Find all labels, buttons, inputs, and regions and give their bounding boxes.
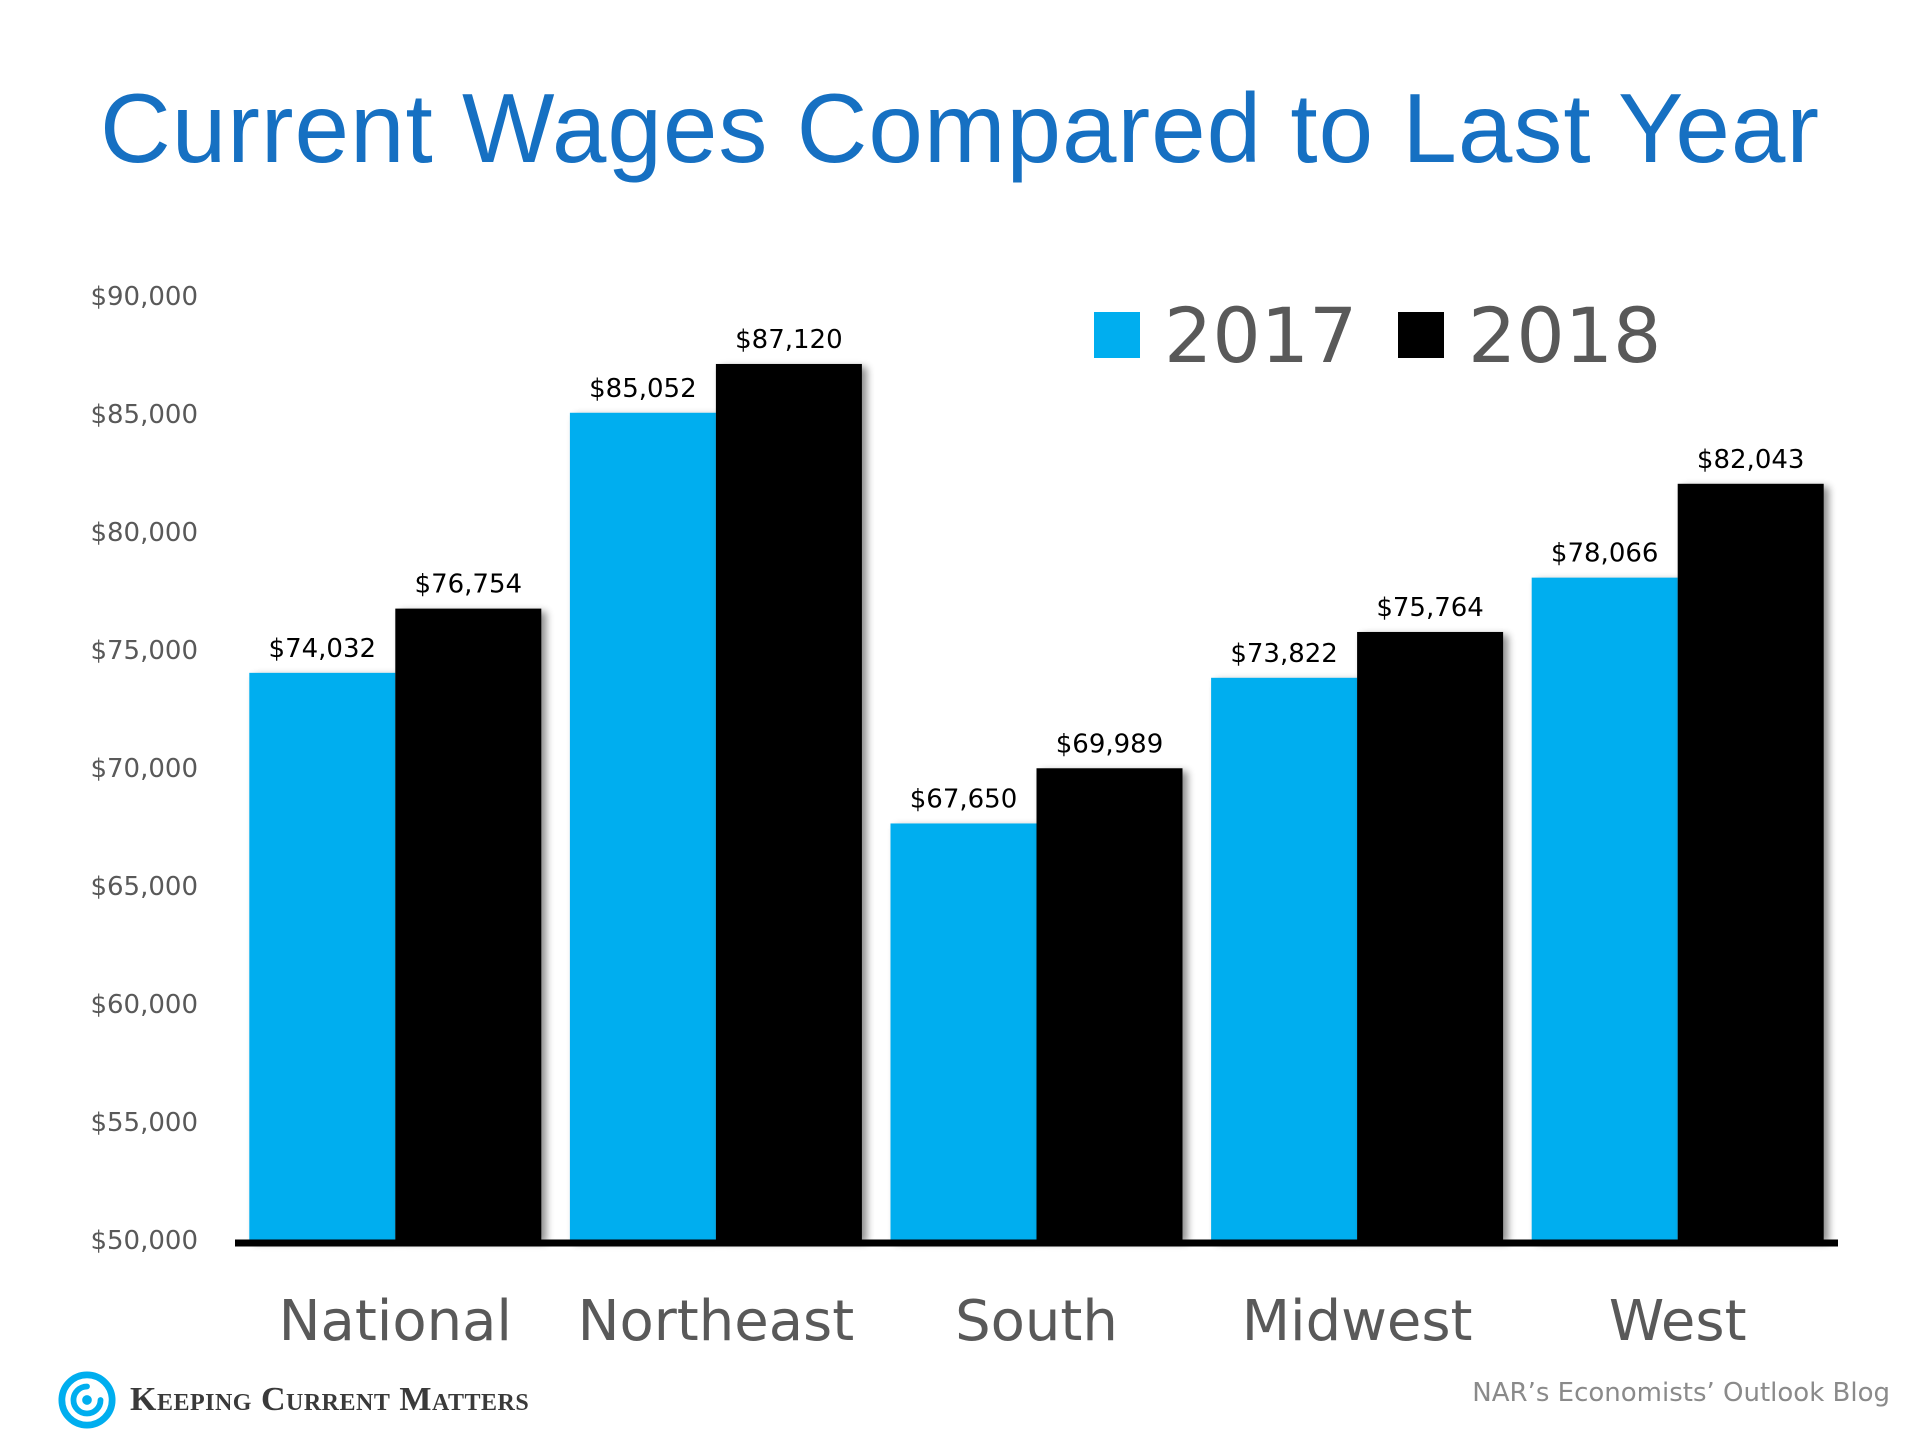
chart-title: Current Wages Compared to Last Year	[99, 73, 1821, 183]
bar-2018-west	[1677, 483, 1824, 1241]
y-tick-label: $85,000	[90, 400, 198, 430]
brand: Keeping Current Matters	[58, 1371, 530, 1429]
y-tick-label: $60,000	[90, 990, 198, 1020]
data-label: $87,120	[735, 325, 843, 355]
y-tick-label: $75,000	[90, 636, 198, 666]
bar-2017-northeast	[569, 412, 716, 1240]
data-label: $73,822	[1230, 639, 1338, 669]
data-label: $69,989	[1056, 729, 1164, 759]
x-tick-label: South	[955, 1289, 1118, 1354]
bar-2018-south	[1036, 768, 1183, 1240]
data-labels: $74,032 $76,754 $85,052 $87,120 $67,650 $69,9…	[269, 325, 1805, 814]
legend-label: 2017	[1164, 291, 1357, 380]
x-tick-label: Northeast	[578, 1289, 855, 1354]
source-note: NAR’s Economists’ Outlook Blog	[1472, 1378, 1890, 1408]
brand-name: Keeping Current Matters	[130, 1381, 530, 1418]
x-tick-label: Midwest	[1242, 1289, 1473, 1354]
data-label: $78,066	[1551, 539, 1659, 569]
legend-label: 2018	[1468, 291, 1661, 380]
bar-2017-south	[890, 823, 1037, 1240]
data-label: $82,043	[1697, 445, 1805, 475]
y-tick-label: $55,000	[90, 1108, 198, 1138]
x-tick-label: National	[279, 1289, 512, 1354]
data-label: $75,764	[1376, 593, 1484, 623]
legend: 2017 2018	[1094, 291, 1661, 380]
y-tick-label: $65,000	[90, 872, 198, 902]
y-tick-label: $80,000	[90, 518, 198, 548]
bar-2017-midwest	[1211, 677, 1358, 1240]
data-label: $85,052	[589, 374, 697, 404]
data-label: $67,650	[910, 784, 1018, 814]
y-tick-label: $70,000	[90, 754, 198, 784]
legend-swatch-2018	[1398, 312, 1444, 358]
bar-2018-northeast	[715, 363, 862, 1240]
bar-2018-midwest	[1357, 631, 1504, 1240]
x-tick-label: West	[1609, 1289, 1747, 1354]
bar-2017-national	[249, 672, 396, 1240]
data-label: $74,032	[269, 634, 377, 664]
legend-swatch-2017	[1094, 312, 1140, 358]
y-tick-label: $90,000	[90, 282, 198, 312]
spiral-logo-icon	[58, 1371, 116, 1429]
y-axis: $50,000 $55,000 $60,000 $65,000 $70,000 $75,0…	[90, 282, 198, 1256]
data-label: $76,754	[415, 570, 523, 600]
x-axis: National Northeast South Midwest West	[235, 1239, 1838, 1354]
bar-2017-west	[1531, 577, 1678, 1240]
bars	[249, 363, 1824, 1241]
y-tick-label: $50,000	[90, 1226, 198, 1256]
bar-2018-national	[395, 608, 542, 1240]
